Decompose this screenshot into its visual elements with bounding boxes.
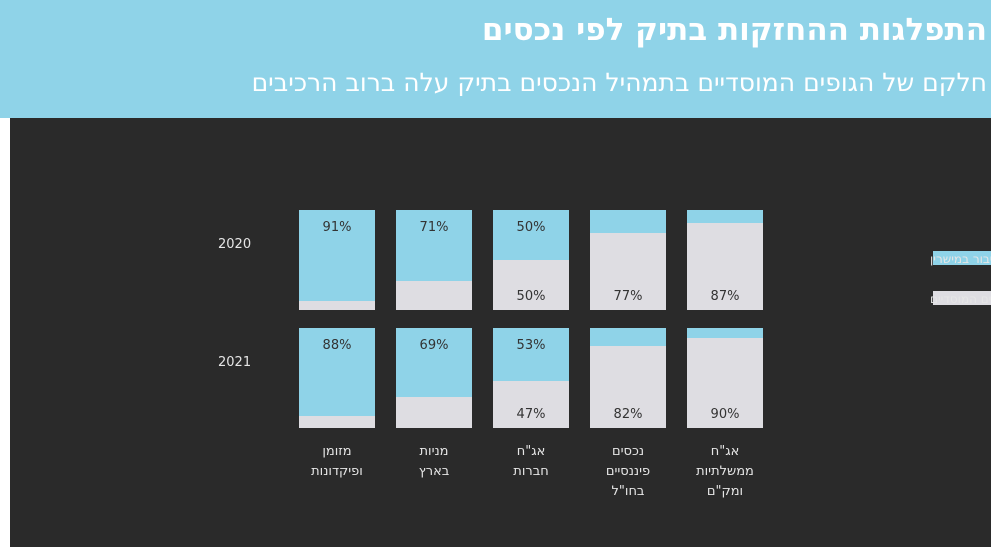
bar-segment-institutional [396,281,472,310]
title-banner: התפלגות ההחזקות בתיק לפי נכסים חלקם של ה… [0,0,991,118]
data-label-public: 71% [420,220,449,235]
legend-swatch [933,291,991,305]
bar-segment-institutional [590,233,666,310]
bar-segment-public [590,210,666,233]
stacked-bar-chart: 2020 91% 71% 50% 50% 77% 87% 2021 88% 69% 53% 47% 82… [218,210,991,499]
legend-swatch [933,251,991,265]
data-label-public: 88% [323,338,352,353]
category-label: ומק"ם [707,484,743,499]
category-label: ממשלתיות [696,464,754,479]
year-label: 2020 [218,237,251,252]
category-label: ופיקדונות [311,464,363,479]
data-label-public: 50% [517,220,546,235]
bar-segment-public [396,328,472,397]
data-label-institutional: 90% [711,407,740,422]
bar-segment-institutional [493,260,569,310]
bar-segment-public [493,210,569,260]
data-label-institutional: 47% [517,407,546,422]
bar-segment-public [299,328,375,416]
category-label: בארץ [419,464,450,479]
bar-segment-institutional [493,381,569,428]
category-label: בחו"ל [612,484,645,499]
data-label-institutional: 87% [711,289,740,304]
category-label: פיננסיים [606,464,650,479]
bar-segment-public [687,210,763,223]
bar-segment-institutional [590,346,666,428]
category-label: אג"ח [517,444,546,459]
category-label: חברות [513,464,548,479]
data-label-institutional: 77% [614,289,643,304]
data-label-public: 91% [323,220,352,235]
legend-label: הציבור במישרין [930,252,991,266]
category-label: נכסים [612,444,644,459]
legend-label: הגופים המוסדיים [930,292,991,306]
bar-segment-public [687,328,763,338]
data-label-public: 69% [420,338,449,353]
category-label: מזומן [322,444,351,459]
data-label-institutional: 50% [517,289,546,304]
bar-segment-public [299,210,375,301]
bar-segment-institutional [299,416,375,428]
bar-segment-public [493,328,569,381]
bar-segment-institutional [687,338,763,428]
chart-subtitle: חלקם של הגופים המוסדיים בתמהיל הנכסים בת… [251,68,987,97]
bar-segment-institutional [687,223,763,310]
data-label-institutional: 82% [614,407,643,422]
chart-title: התפלגות ההחזקות בתיק לפי נכסים [481,12,987,48]
data-label-public: 53% [517,338,546,353]
bar-segment-public [590,328,666,346]
bar-segment-institutional [396,397,472,428]
category-label: מניות [419,444,448,459]
category-label: אג"ח [711,444,740,459]
bar-segment-institutional [299,301,375,310]
bar-segment-public [396,210,472,281]
year-label: 2021 [218,355,251,370]
